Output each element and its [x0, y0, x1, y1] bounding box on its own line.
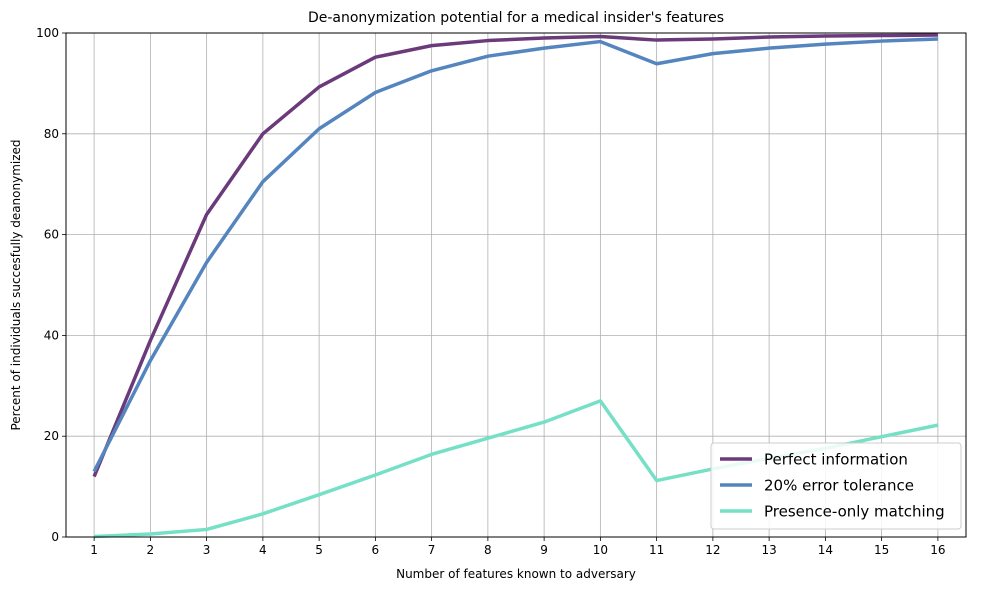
- x-tick-label: 3: [203, 543, 211, 557]
- x-tick-label: 14: [818, 543, 833, 557]
- y-tick-label: 20: [44, 429, 59, 443]
- y-tick-label: 40: [44, 328, 59, 342]
- legend-label: Perfect information: [764, 451, 908, 469]
- x-tick-label: 8: [484, 543, 492, 557]
- x-axis-ticks: 1 2 3 4 5 6 7 8 9 10 11 12 13 14 15 16: [90, 537, 946, 557]
- series-line-1: [92, 33, 938, 478]
- x-tick-label: 13: [761, 543, 776, 557]
- x-tick-label: 11: [649, 543, 664, 557]
- x-tick-label: 12: [705, 543, 720, 557]
- series-line-2: [92, 37, 938, 473]
- legend-box: [710, 442, 962, 530]
- y-axis-ticks: 0 20 40 60 80 100: [36, 26, 66, 544]
- x-tick-label: 16: [930, 543, 945, 557]
- x-tick-label: 6: [372, 543, 380, 557]
- x-tick-label: 2: [147, 543, 155, 557]
- legend-label: 20% error tolerance: [764, 477, 914, 495]
- x-tick-label: 4: [259, 543, 267, 557]
- plot-frame: [65, 32, 967, 538]
- x-tick-label: 15: [874, 543, 889, 557]
- x-tick-label: 5: [315, 543, 323, 557]
- x-axis-label: Number of features known to adversary: [396, 567, 636, 581]
- x-tick-label: 1: [90, 543, 98, 557]
- y-tick-label: 0: [51, 530, 59, 544]
- chart-title: De-anonymization potential for a medical…: [308, 10, 724, 26]
- legend-label: Presence-only matching: [764, 503, 945, 521]
- legend: Perfect information 20% error tolerance Pr…: [710, 442, 962, 530]
- y-tick-label: 100: [36, 26, 59, 40]
- x-tick-label: 7: [428, 543, 436, 557]
- y-tick-label: 60: [44, 228, 59, 242]
- y-tick-label: 80: [44, 127, 59, 141]
- y-axis-label: Percent of individuals succesfully deano…: [9, 139, 23, 430]
- x-tick-label: 9: [540, 543, 548, 557]
- x-tick-label: 10: [593, 543, 608, 557]
